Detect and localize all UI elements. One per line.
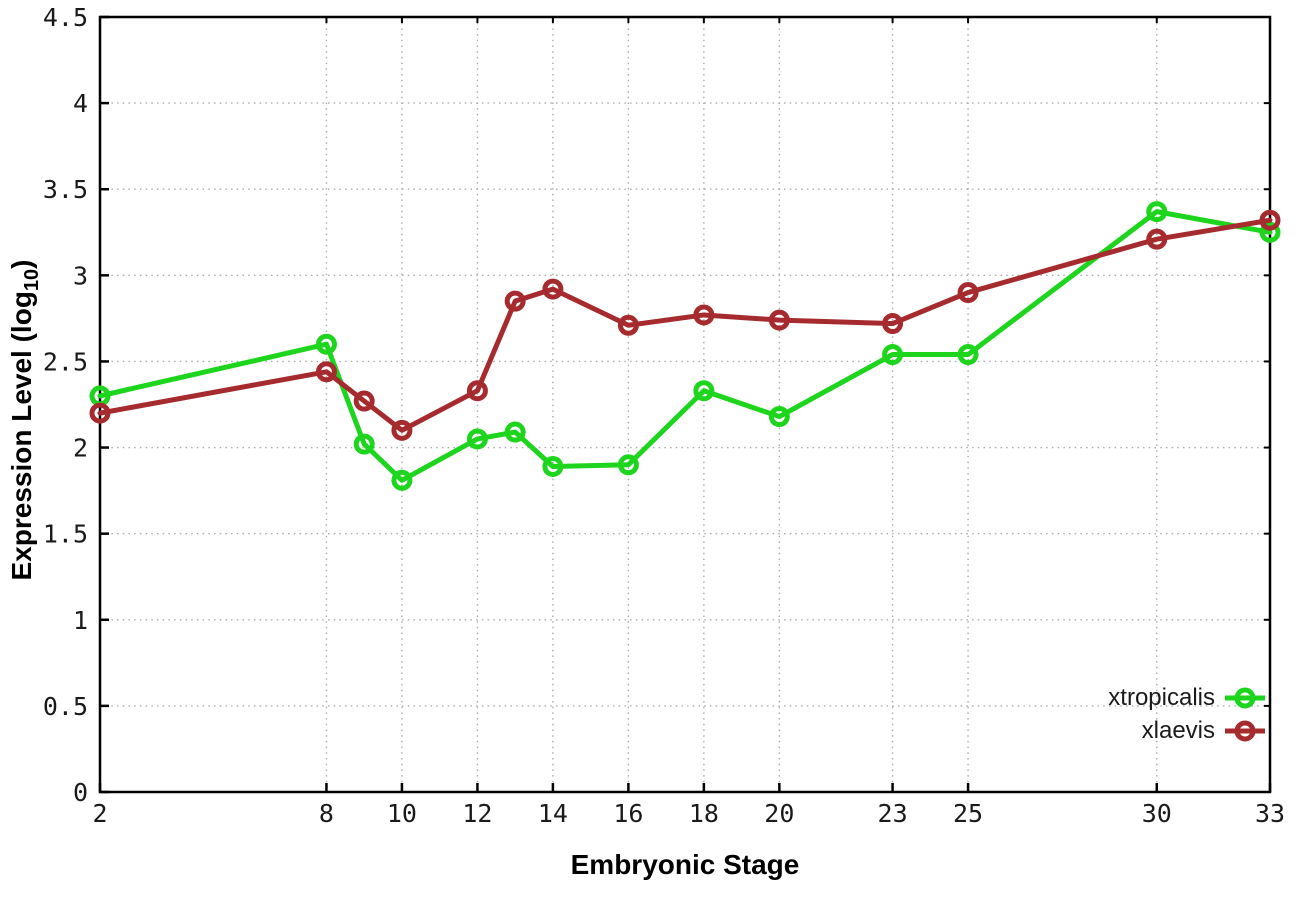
data-point-xlaevis	[957, 282, 979, 304]
y-tick-label: 3.5	[43, 175, 88, 204]
data-point-xlaevis	[882, 313, 904, 335]
data-point-xlaevis	[353, 390, 375, 412]
data-point-xtropicalis	[617, 454, 639, 476]
data-point-xtropicalis	[957, 344, 979, 366]
y-axis-title-close: )	[6, 259, 37, 269]
data-point-xlaevis	[315, 361, 337, 383]
y-tick-label: 1.5	[43, 520, 88, 549]
x-tick-label: 33	[1255, 799, 1285, 828]
legend: xtropicalis xlaevis	[1108, 681, 1266, 747]
x-tick-label: 8	[319, 799, 334, 828]
y-tick-label: 0.5	[43, 692, 88, 721]
data-point-xtropicalis	[1146, 201, 1168, 223]
y-tick-label: 4	[73, 89, 88, 118]
data-point-xtropicalis	[882, 344, 904, 366]
data-point-xlaevis	[1259, 209, 1281, 231]
series-line-xlaevis	[97, 217, 1273, 433]
data-point-xlaevis	[504, 290, 526, 312]
y-axis-title-subscript: 10	[21, 268, 43, 292]
x-tick-label: 18	[689, 799, 719, 828]
y-axis-title: Expression Level (log10)	[6, 260, 46, 581]
y-tick-label: 4.5	[43, 3, 88, 32]
y-tick-label: 2.5	[43, 347, 88, 376]
series-line-xtropicalis	[97, 209, 1273, 483]
data-point-xtropicalis	[542, 456, 564, 477]
data-point-xtropicalis	[504, 421, 526, 443]
x-tick-label: 12	[462, 799, 492, 828]
data-point-xtropicalis	[768, 406, 790, 428]
x-axis-title: Embryonic Stage	[570, 849, 800, 880]
x-tick-label: 23	[878, 799, 908, 828]
data-point-xtropicalis	[1259, 221, 1281, 243]
plot-border	[98, 15, 1272, 794]
data-point-xlaevis	[542, 278, 564, 300]
data-point-xlaevis	[1146, 228, 1168, 250]
data-point-xlaevis	[693, 304, 715, 326]
y-tick-label: 1	[73, 606, 88, 635]
y-tick-label: 0	[73, 778, 88, 807]
data-point-xtropicalis	[693, 380, 715, 402]
y-axis-title-text: Expression Level (log	[6, 291, 37, 581]
data-point-xlaevis	[466, 380, 488, 402]
x-tick-label: 30	[1142, 799, 1172, 828]
data-point-xlaevis	[617, 314, 639, 336]
y-tick-label: 2	[73, 434, 88, 463]
data-point-xtropicalis	[315, 333, 337, 355]
line-point-marker-icon	[1225, 720, 1265, 741]
legend-item-xtropicalis: xtropicalis	[1108, 681, 1266, 714]
data-point-xtropicalis	[353, 433, 375, 455]
data-point-xlaevis	[391, 419, 413, 441]
x-tick-label: 10	[387, 799, 417, 828]
data-point-xlaevis	[89, 402, 111, 424]
legend-item-xlaevis: xlaevis	[1108, 714, 1266, 747]
data-point-xlaevis	[768, 309, 790, 331]
x-tick-label: 2	[92, 799, 107, 828]
data-point-xtropicalis	[391, 469, 413, 491]
x-tick-label: 20	[764, 799, 794, 828]
data-point-xtropicalis	[466, 428, 488, 450]
legend-label: xlaevis	[1141, 716, 1215, 744]
y-tick-label: 3	[73, 261, 88, 290]
legend-label: xtropicalis	[1108, 683, 1215, 711]
x-tick-label: 14	[538, 799, 568, 828]
x-tick-label: 25	[953, 799, 983, 828]
line-point-marker-icon	[1225, 687, 1265, 708]
x-tick-label: 16	[613, 799, 643, 828]
